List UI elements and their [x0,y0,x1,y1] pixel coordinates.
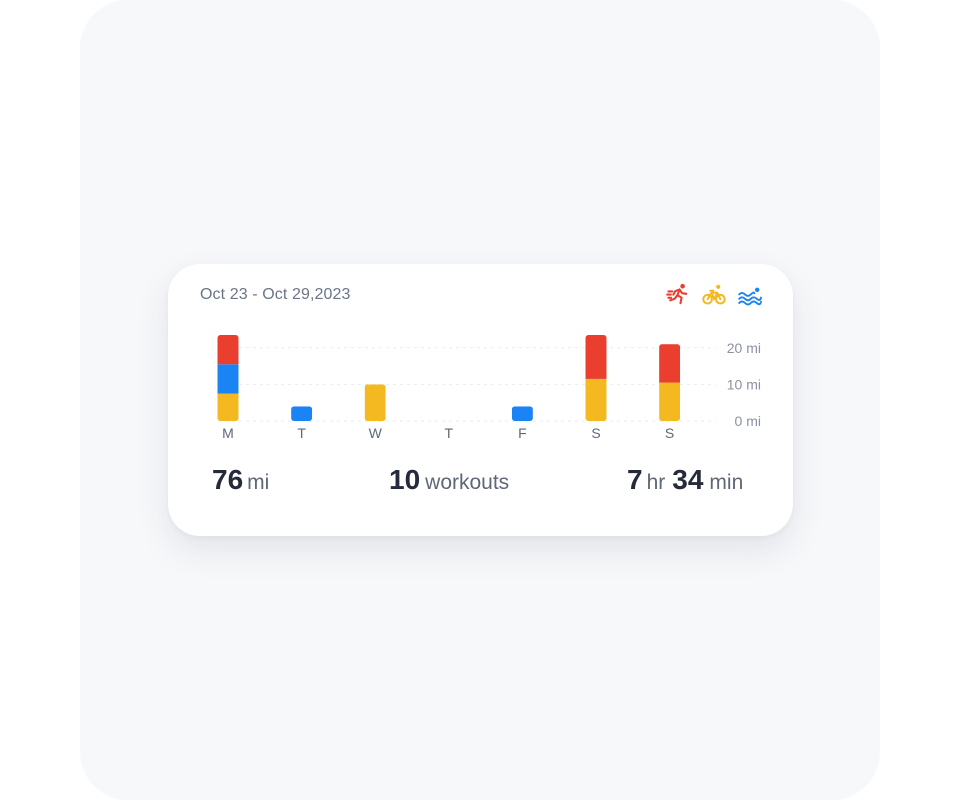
x-tick-label: S [665,425,674,441]
bar-segment-bike [217,393,239,421]
bar-segment-run [217,334,239,365]
bar-stack [585,334,607,421]
y-tick-label: 0 mi [735,413,761,429]
bar-segment-swim [511,406,533,421]
bar-segment-bike [659,382,681,421]
bar-segment-run [659,344,681,383]
swimming-icon[interactable] [737,282,763,308]
x-tick-label: S [591,425,600,441]
x-tick-label: T [297,425,306,441]
cycling-icon[interactable] [701,282,727,308]
bar-segment-swim [291,406,313,421]
bar-stack [364,384,386,421]
bar-stack [217,334,239,421]
x-tick-label: F [518,425,527,441]
bar-segment-bike [585,378,607,421]
x-tick-label: W [369,425,383,441]
y-tick-label: 10 mi [727,376,761,392]
weekly-distance-chart: 0 mi 10 mi 20 mi M T W T F S S [217,334,761,441]
weekly-summary: 76 mi 10 workouts 7 hr 34 min [168,464,793,504]
hours-unit: hr [646,471,666,494]
distance-unit: mi [247,471,270,494]
total-distance: 76 mi [212,464,269,496]
x-tick-label: T [445,425,454,441]
total-duration: 7 hr 34 min [627,464,743,496]
hours-value: 7 [627,464,643,495]
bar-segment-run [585,334,607,379]
distance-value: 76 [212,464,244,495]
workouts-unit: workouts [425,471,510,494]
workouts-value: 10 [389,464,421,495]
bar-stack [511,406,533,421]
bar-stack [291,406,313,421]
date-range: Oct 23 - Oct 29,2023 [200,286,351,303]
minutes-value: 34 [672,464,704,495]
bar-stack [659,344,681,421]
activity-filter-icons [665,282,763,308]
x-tick-label: M [222,425,234,441]
running-icon[interactable] [665,282,691,308]
total-workouts: 10 workouts [389,464,509,496]
minutes-unit: min [709,471,744,494]
bar-segment-swim [217,364,239,394]
weekly-activity-card: Oct 23 - Oct 29,2023 0 mi 10 mi 20 mi M T W T F… [168,264,793,536]
y-tick-label: 20 mi [727,340,761,356]
bar-segment-bike [364,384,386,421]
